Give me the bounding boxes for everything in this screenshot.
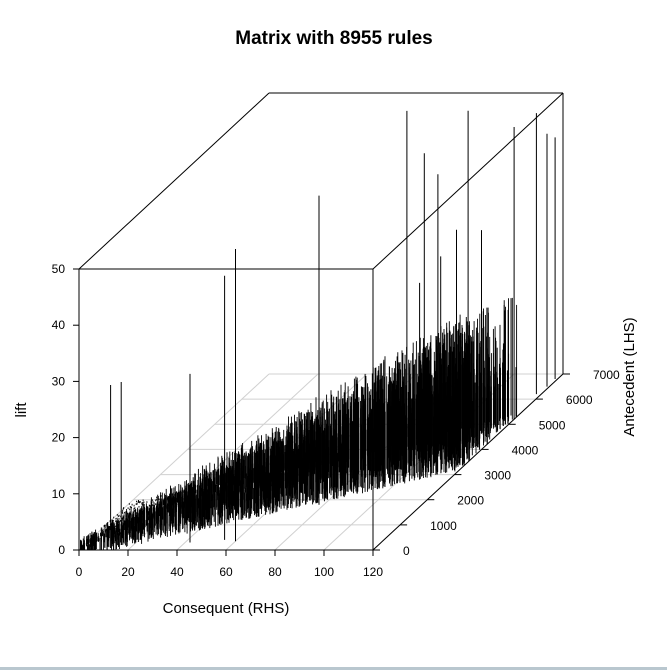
chart-title: Matrix with 8955 rules	[235, 28, 432, 49]
x-tick-label: 0	[76, 565, 83, 579]
data-spikes	[80, 110, 556, 550]
x-axis-label: Consequent (RHS)	[163, 600, 290, 617]
x-tick-label: 100	[314, 565, 334, 579]
z-tick-label: 10	[52, 487, 66, 501]
z-tick-label: 30	[52, 374, 66, 388]
x-tick-label: 40	[170, 565, 184, 579]
z-tick-label: 40	[52, 318, 66, 332]
y-tick-label: 4000	[512, 443, 539, 457]
y-tick-label: 6000	[566, 393, 593, 407]
z-tick-label: 20	[52, 431, 66, 445]
y-tick-label: 3000	[484, 469, 511, 483]
y-tick-label: 5000	[539, 418, 566, 432]
z-tick-label: 50	[52, 262, 66, 276]
bounding-box	[78, 92, 564, 551]
y-tick-label: 1000	[430, 519, 457, 533]
y-tick-label: 0	[403, 544, 410, 558]
box-edge	[372, 373, 564, 551]
z-axis-label: lift	[13, 402, 30, 418]
axes: 0 20 40 60 80 100 120 0 10 20 30 40 50 0 1000200030004…	[52, 262, 620, 579]
x-tick-label: 60	[219, 565, 233, 579]
box-edge	[78, 92, 270, 270]
bottom-border	[0, 667, 667, 670]
y-tick-label: 7000	[593, 368, 620, 382]
y-axis-label: Antecedent (LHS)	[621, 317, 638, 436]
z-tick-label: 0	[58, 543, 65, 557]
x-tick-label: 120	[363, 565, 383, 579]
x-tick-label: 80	[268, 565, 282, 579]
x-tick-label: 20	[121, 565, 135, 579]
y-tick-label: 2000	[457, 494, 484, 508]
